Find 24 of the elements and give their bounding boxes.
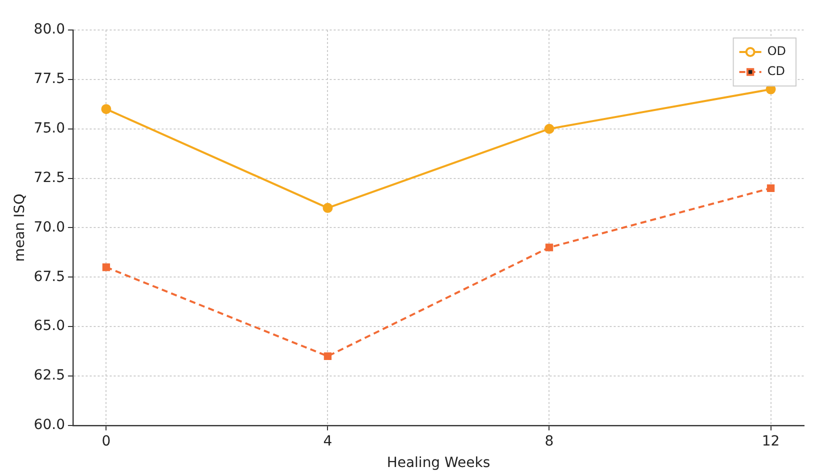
point bbox=[545, 244, 554, 252]
point bbox=[101, 104, 112, 114]
y-tick-label: 62.5 bbox=[34, 368, 65, 384]
y-tick-label: 65.0 bbox=[34, 318, 65, 334]
y-tick-label: 67.5 bbox=[34, 268, 65, 285]
x-tick-label: 12 bbox=[762, 433, 780, 450]
y-tick-label: 75.0 bbox=[34, 120, 65, 136]
legend-label: OD bbox=[767, 44, 786, 58]
y-axis-title: mean ISQ bbox=[12, 194, 28, 262]
x-tick-label: 8 bbox=[544, 433, 554, 450]
point bbox=[102, 263, 110, 272]
point bbox=[322, 202, 333, 213]
legend-label: CD bbox=[767, 64, 785, 78]
x-tick-label: 0 bbox=[102, 433, 111, 450]
x-axis-title: Healing Weeks bbox=[386, 455, 490, 472]
y-tick-label: 60.0 bbox=[34, 417, 65, 434]
y-tick-label: 72.5 bbox=[34, 170, 65, 186]
x-tick-label: 4 bbox=[323, 433, 332, 450]
y-tick-label: 77.5 bbox=[34, 71, 65, 88]
point bbox=[766, 184, 775, 192]
y-tick-label: 80.0 bbox=[34, 22, 65, 38]
point bbox=[324, 352, 332, 360]
y-tick-label: 70.0 bbox=[34, 219, 65, 236]
point bbox=[544, 124, 554, 134]
